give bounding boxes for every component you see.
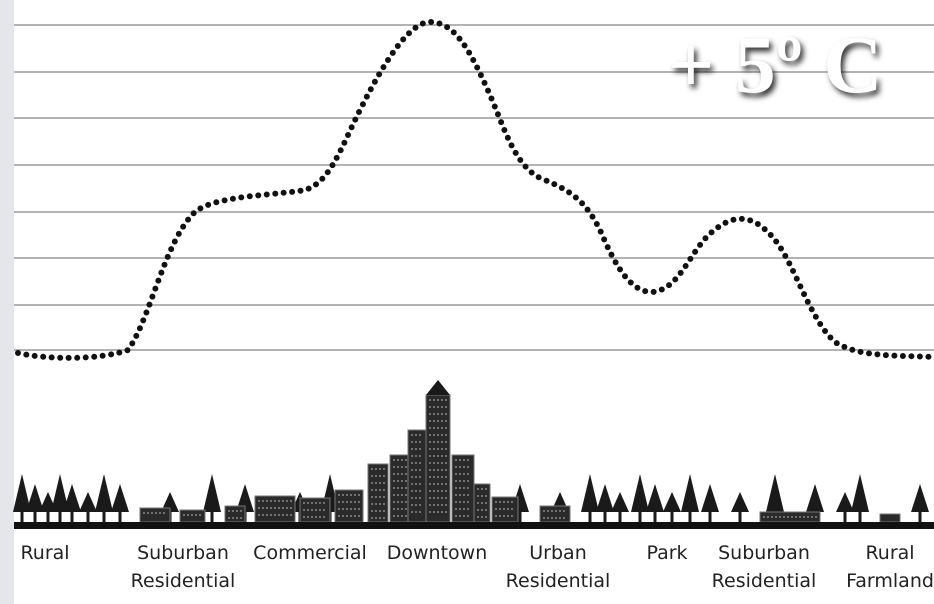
tree [596,484,614,512]
zone-label: Residential [712,570,817,592]
tree [701,484,719,512]
tree [911,484,929,512]
ground [14,522,934,529]
zone-label: Commercial [253,542,367,564]
heat-island-diagram: + 5º C Rural Suburban Residential Commercia… [0,0,934,604]
zone-label: Downtown [387,542,488,564]
zone-labels: Rural Suburban Residential Commercial Downto… [20,542,933,592]
building [540,506,570,522]
building [180,510,205,522]
tree-trunk [87,510,90,522]
tree [851,474,869,512]
zone-label: Rural [20,542,69,564]
building [880,514,900,522]
tree-trunk [654,510,657,522]
tree-trunk [519,510,522,522]
zone-label: Suburban [137,542,229,564]
tree [806,484,824,512]
tree [79,492,97,512]
building [225,506,245,522]
tree [63,484,81,512]
tree-trunk [119,510,122,522]
tree [663,492,681,512]
tree-trunk [604,510,607,522]
tree-trunk [34,510,37,522]
tree-trunk [21,510,24,522]
tree [631,474,649,512]
tree-trunk [844,510,847,522]
zone-label: Rural [865,542,914,564]
tree [836,492,854,512]
tree [581,474,599,512]
tree-trunk [47,510,50,522]
zone-label: Urban [529,542,586,564]
zone-label: Residential [506,570,611,592]
tree-trunk [589,510,592,522]
tree-trunk [739,510,742,522]
tree [731,492,749,512]
tree [203,474,221,512]
tree-trunk [919,510,922,522]
zone-label: Park [646,542,687,564]
tree-trunk [103,510,106,522]
tree [95,474,113,512]
zone-label: Suburban [718,542,810,564]
tower-top [426,380,450,395]
tree-trunk [619,510,622,522]
building [368,464,388,522]
tree-trunk [859,510,862,522]
temperature-annotation: + 5º C [667,19,882,110]
building [408,430,426,522]
tree [646,484,664,512]
tree [611,492,629,512]
building [255,496,295,522]
tree [111,484,129,512]
tree-trunk [211,510,214,522]
skyline [13,380,929,522]
tree-trunk [59,510,62,522]
tree-trunk [689,510,692,522]
tree-trunk [709,510,712,522]
building [140,508,170,522]
side-strip [0,0,14,604]
tree-trunk [71,510,74,522]
tree-trunk [639,510,642,522]
tree-trunk [671,510,674,522]
tree [766,474,784,512]
zone-label: Residential [131,570,236,592]
zone-label: Farmland [846,570,934,592]
tree [681,474,699,512]
